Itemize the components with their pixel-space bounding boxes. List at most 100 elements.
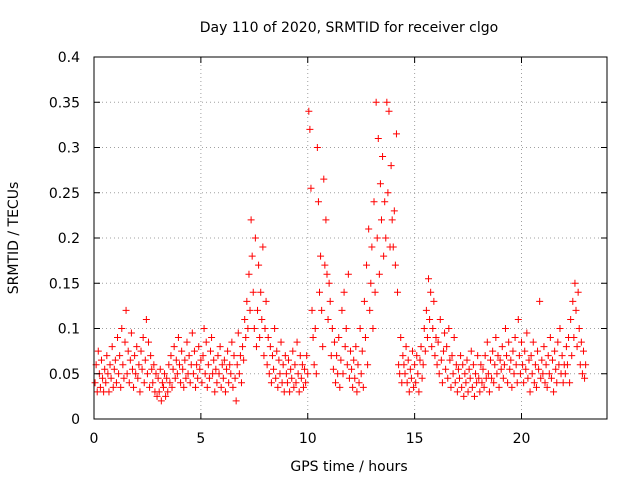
- data-point: [279, 361, 287, 369]
- data-point: [382, 234, 390, 242]
- data-point: [123, 370, 131, 378]
- data-point: [103, 352, 111, 360]
- data-point: [229, 383, 237, 391]
- data-point: [167, 352, 175, 360]
- data-point: [148, 365, 156, 373]
- data-point: [136, 388, 144, 396]
- data-point: [245, 270, 253, 278]
- data-point: [110, 365, 118, 373]
- data-point: [365, 225, 373, 233]
- data-point: [277, 338, 285, 346]
- data-point: [158, 379, 166, 387]
- data-point: [251, 234, 259, 242]
- data-point: [476, 388, 484, 396]
- data-point: [114, 334, 122, 342]
- data-point: [558, 352, 566, 360]
- data-point: [512, 361, 520, 369]
- data-point: [112, 379, 120, 387]
- data-point: [183, 338, 191, 346]
- data-point: [402, 343, 410, 351]
- data-point: [266, 343, 274, 351]
- data-point: [194, 374, 202, 382]
- data-point: [472, 370, 480, 378]
- data-point: [582, 361, 590, 369]
- data-point: [349, 383, 357, 391]
- data-point: [407, 374, 415, 382]
- data-point: [414, 370, 422, 378]
- data-point: [351, 374, 359, 382]
- data-point: [192, 383, 200, 391]
- data-point: [447, 383, 455, 391]
- data-point: [392, 130, 400, 138]
- data-point: [111, 356, 119, 364]
- data-point: [433, 361, 441, 369]
- data-point: [309, 334, 317, 342]
- data-point: [304, 370, 312, 378]
- data-point: [364, 361, 372, 369]
- data-point: [283, 379, 291, 387]
- data-point: [504, 379, 512, 387]
- data-point: [281, 352, 289, 360]
- data-point: [170, 343, 178, 351]
- data-point: [452, 361, 460, 369]
- data-point: [551, 347, 559, 355]
- data-point: [310, 361, 318, 369]
- data-point: [525, 356, 533, 364]
- data-point: [438, 379, 446, 387]
- data-point: [485, 388, 493, 396]
- data-point: [573, 343, 581, 351]
- data-point: [178, 347, 186, 355]
- data-point: [428, 343, 436, 351]
- data-point: [226, 361, 234, 369]
- data-point: [538, 356, 546, 364]
- data-point: [199, 352, 207, 360]
- data-point: [190, 347, 198, 355]
- data-point: [303, 352, 311, 360]
- data-point: [342, 325, 350, 332]
- data-point: [385, 107, 393, 115]
- data-point: [404, 356, 412, 364]
- y-axis-tick-labels: 0 0.05 0.1 0.15 0.2 0.25 0.3 0.35 0.4: [49, 50, 80, 428]
- data-point: [297, 374, 305, 382]
- data-point: [361, 334, 369, 342]
- data-point: [93, 388, 101, 396]
- data-point: [244, 325, 252, 332]
- data-point: [117, 383, 125, 391]
- data-point: [516, 370, 524, 378]
- data-point: [262, 297, 270, 305]
- data-point: [157, 397, 165, 405]
- data-point: [554, 338, 562, 346]
- x-tick-label: 15: [406, 431, 424, 447]
- data-point: [165, 361, 173, 369]
- x-tick-label: 20: [513, 431, 531, 447]
- data-point: [358, 347, 366, 355]
- data-point: [169, 365, 177, 373]
- data-point: [263, 361, 271, 369]
- y-tick-label: 0.1: [58, 322, 80, 338]
- data-point: [250, 325, 258, 332]
- data-point: [162, 392, 170, 400]
- data-point: [421, 347, 429, 355]
- data-point: [270, 365, 278, 373]
- data-point: [446, 356, 454, 364]
- data-point: [211, 388, 219, 396]
- data-point: [209, 370, 217, 378]
- data-point: [341, 343, 349, 351]
- data-point: [118, 325, 126, 332]
- data-point: [487, 356, 495, 364]
- y-tick-label: 0.25: [49, 186, 80, 202]
- data-point: [367, 279, 375, 287]
- data-point: [116, 352, 124, 360]
- data-point: [205, 374, 213, 382]
- data-point: [305, 107, 313, 115]
- data-point: [295, 388, 303, 396]
- data-point: [333, 352, 341, 360]
- data-point: [139, 334, 147, 342]
- data-point: [181, 356, 189, 364]
- data-point: [400, 361, 408, 369]
- data-point: [387, 162, 395, 170]
- y-tick-label: 0.15: [49, 276, 80, 292]
- data-point: [521, 347, 529, 355]
- data-point: [311, 325, 319, 332]
- data-point: [188, 329, 196, 337]
